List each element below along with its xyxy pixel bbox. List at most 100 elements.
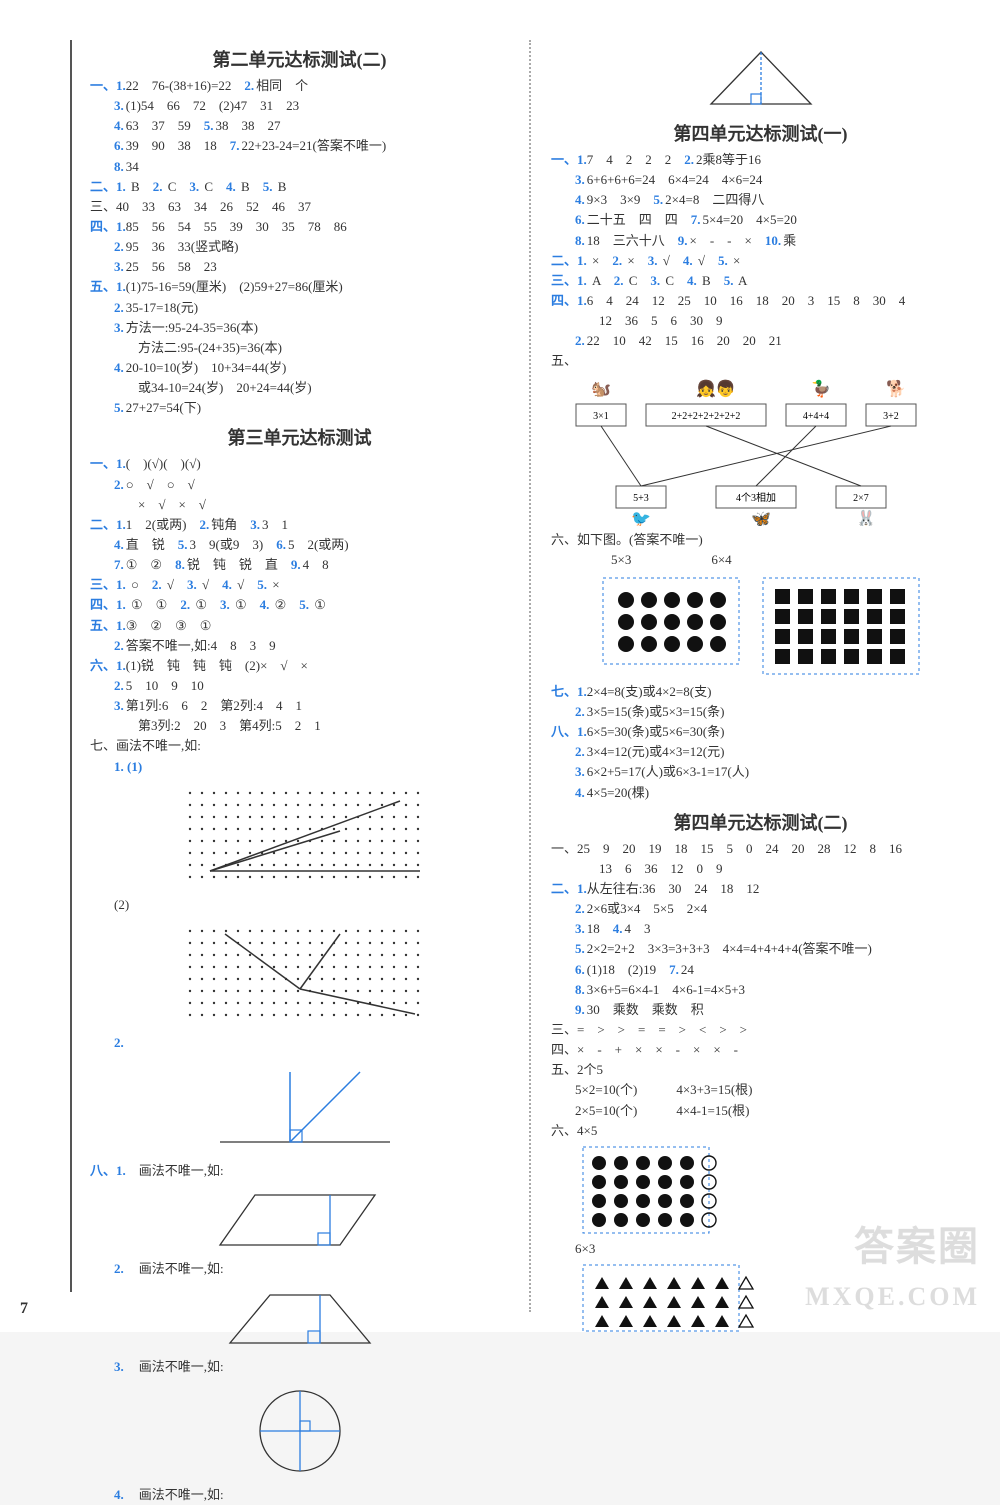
watermark-text: 答案圈 (854, 1214, 980, 1272)
u2-s3: 三、40 33 63 34 26 52 46 37 (90, 197, 509, 217)
u4b-s2-l6: 8.3×6+5=6×4-1 4×6-1=4×5+3 (551, 980, 970, 1000)
dot-grid-1 (90, 781, 509, 891)
u2-s1-l4: 6.39 90 38 18 7.22+23-24=21(答案不唯一) (90, 136, 509, 156)
u3-s1-l2: 2.○ √ ○ √ (90, 475, 509, 495)
u3-s6-l3: 3.第1列:6 6 2 第2列:4 4 1 (90, 696, 509, 716)
u3-s8-l2: 2. 画法不唯一,如: (90, 1259, 509, 1279)
left-column: 第二单元达标测试(二) 一、1.22 76-(38+16)=22 2.相同 个 … (90, 40, 509, 1312)
dot-grid-2 (90, 919, 509, 1029)
circle-fig (90, 1381, 509, 1481)
u4b-s2-l2: 2.2×6或3×4 5×5 2×4 (551, 899, 970, 919)
u2-s5-l4: 4.20-10=10(岁) 10+34=44(岁) (90, 358, 509, 378)
u4a-s2: 二、1. × 2. × 3. √ 4. √ 5. × (551, 251, 970, 271)
u4a-s8-l1: 八、1.6×5=30(条)或5×6=30(条) (551, 722, 970, 742)
svg-text:👧👦: 👧👦 (696, 379, 736, 398)
svg-text:2+2+2+2+2+2+2: 2+2+2+2+2+2+2 (671, 411, 740, 422)
u3-s4: 四、1. ① ① 2. ① 3. ① 4. ② 5. ① (90, 595, 509, 615)
dot-arrays (551, 576, 970, 676)
u2-s2: 二、1. B 2. C 3. C 4. B 5. B (90, 177, 509, 197)
u3-s2-l3: 7.① ② 8.锐 钝 锐 直 9.4 8 (90, 555, 509, 575)
u4b-s1-l1: 一、25 9 20 19 18 15 5 0 24 20 28 12 8 16 (551, 839, 970, 859)
u4b-s3: 三、= > > = = > < > > (551, 1020, 970, 1040)
u4a-s8-l2: 2.3×4=12(元)或4×3=12(元) (551, 742, 970, 762)
u4a-s7-l1: 七、1.2×4=8(支)或4×2=8(支) (551, 682, 970, 702)
u4a-s5: 五、 (551, 351, 970, 371)
svg-text:🐦: 🐦 (631, 511, 651, 526)
svg-text:🐰: 🐰 (856, 509, 876, 526)
svg-text:🐕: 🐕 (886, 379, 906, 398)
u4b-s5-l3: 2×5=10(个) 4×4-1=15(根) (551, 1101, 970, 1121)
u2-s4-l1: 四、1.85 56 54 55 39 30 35 78 86 (90, 217, 509, 237)
u2-s1-l1: 一、1.22 76-(38+16)=22 2.相同 个 (90, 76, 509, 96)
u3-s7-label: 七、画法不唯一,如: (90, 736, 509, 756)
trapezoid-fig (90, 1283, 509, 1353)
u3-s7-p3: 2. (90, 1033, 509, 1053)
u4a-s4-l1b: 12 36 5 6 30 9 (551, 311, 970, 331)
u4a-s7-l2: 2.3×5=15(条)或5×3=15(条) (551, 702, 970, 722)
u3-s1-l2b: × √ × √ (90, 495, 509, 515)
svg-text:3+2: 3+2 (883, 411, 899, 422)
u2-s1-l5: 8.34 (90, 157, 509, 177)
u2-s5-l3: 3.方法一:95-24-35=36(本) (90, 318, 509, 338)
u4a-s6-ab: 5×36×4 (551, 550, 970, 570)
u2-s5-l1: 五、1.(1)75-16=59(厘米) (2)59+27=86(厘米) (90, 277, 509, 297)
u4b-s2-l3: 3.18 4.4 3 (551, 919, 970, 939)
u4b-s5-l2: 5×2=10(个) 4×3+3=15(根) (551, 1080, 970, 1100)
triangle-top-fig (551, 44, 970, 114)
u3-s7-p2: (2) (90, 895, 509, 915)
u3-s8-l3: 3. 画法不唯一,如: (90, 1357, 509, 1377)
angle-right-draw (90, 1057, 509, 1157)
u3-s6-l3b: 第3列:2 20 3 第4列:5 2 1 (90, 716, 509, 736)
watermark-url: MXQE.COM (805, 1282, 980, 1312)
svg-text:5+3: 5+3 (633, 493, 649, 504)
right-column: 第四单元达标测试(一) 一、1.7 4 2 2 2 2.2乘8等于16 3.6+… (551, 40, 970, 1312)
u2-s1-l2: 3.(1)54 66 72 (2)47 31 23 (90, 96, 509, 116)
u4b-s5-l1: 五、2个5 (551, 1060, 970, 1080)
unit4a-title: 第四单元达标测试(一) (551, 120, 970, 146)
u3-s5-l2: 2.答案不唯一,如:4 8 3 9 (90, 636, 509, 656)
u4a-s8-l3: 3.6×2+5=17(人)或6×3-1=17(人) (551, 762, 970, 782)
u4b-s2-l7: 9.30 乘数 乘数 积 (551, 1000, 970, 1020)
u4a-s1-l4: 6.二十五 四 四 7.5×4=20 4×5=20 (551, 210, 970, 230)
u2-s5-l5: 5.27+27=54(下) (90, 398, 509, 418)
u3-s8: 八、1. 画法不唯一,如: (90, 1161, 509, 1181)
u2-s4-l2: 2.95 36 33(竖式略) (90, 237, 509, 257)
u2-s5-l3b: 方法二:95-(24+35)=36(本) (90, 338, 509, 358)
u3-s5-l1: 五、1.③ ② ③ ① (90, 616, 509, 636)
svg-text:🐿️: 🐿️ (591, 381, 611, 398)
matching-fig: 3×1 2+2+2+2+2+2+2 4+4+4 3+2 5+3 4个3相加 2×… (551, 376, 970, 526)
u4a-s1-l2: 3.6+6+6+6=24 6×4=24 4×6=24 (551, 170, 970, 190)
u4a-s1-l5: 8.18 三六十八 9.× - - × 10.乘 (551, 231, 970, 251)
u3-s3: 三、1. ○ 2. √ 3. √ 4. √ 5. × (90, 575, 509, 595)
u4a-s6-label: 六、如下图。(答案不唯一) (551, 530, 970, 550)
column-divider (529, 40, 531, 1312)
svg-text:3×1: 3×1 (593, 411, 609, 422)
u4a-s1-l3: 4.9×3 3×9 5.2×4=8 二四得八 (551, 190, 970, 210)
u4b-s1-l1b: 13 6 36 12 0 9 (551, 859, 970, 879)
svg-text:2×7: 2×7 (853, 493, 869, 504)
u3-s8-l4: 4. 画法不唯一,如: (90, 1485, 509, 1505)
svg-text:4个3相加: 4个3相加 (736, 491, 776, 504)
u4b-s2-l1: 二、1.从左往右:36 30 24 18 12 (551, 879, 970, 899)
u4a-s8-l4: 4.4×5=20(棵) (551, 783, 970, 803)
u2-s1-l3: 4.63 37 59 5.38 38 27 (90, 116, 509, 136)
u3-s6-l2: 2.5 10 9 10 (90, 676, 509, 696)
u3-s6-l1: 六、1.(1)锐 钝 钝 钝 (2)× √ × (90, 656, 509, 676)
page-number: 7 (20, 1300, 28, 1318)
u4a-s1-l1: 一、1.7 4 2 2 2 2.2乘8等于16 (551, 150, 970, 170)
unit3-title: 第三单元达标测试 (90, 424, 509, 450)
svg-text:🦆: 🦆 (811, 379, 831, 398)
u4a-s4-l2: 2.22 10 42 15 16 20 20 21 (551, 331, 970, 351)
u3-s2-l1: 二、1.1 2(或两) 2.钝角 3.3 1 (90, 515, 509, 535)
u4b-s6-label: 六、4×5 (551, 1121, 970, 1141)
svg-text:4+4+4: 4+4+4 (802, 411, 828, 422)
u4b-s2-l4: 5.2×2=2+2 3×3=3+3+3 4×4=4+4+4+4(答案不唯一) (551, 939, 970, 959)
u3-s7-p1: 1. (1) (90, 757, 509, 777)
u4a-s4-l1: 四、1.6 4 24 12 25 10 16 18 20 3 15 8 30 4 (551, 291, 970, 311)
u3-s1-l1: 一、1.( )(√)( )(√) (90, 454, 509, 474)
u4b-s2-l5: 6.(1)18 (2)19 7.24 (551, 960, 970, 980)
u3-s2-l2: 4.直 锐 5.3 9(或9 3) 6.5 2(或两) (90, 535, 509, 555)
u2-s5-l2: 2.35-17=18(元) (90, 298, 509, 318)
svg-text:🦋: 🦋 (751, 511, 771, 526)
u4b-s4: 四、× - + × × - × × - (551, 1040, 970, 1060)
